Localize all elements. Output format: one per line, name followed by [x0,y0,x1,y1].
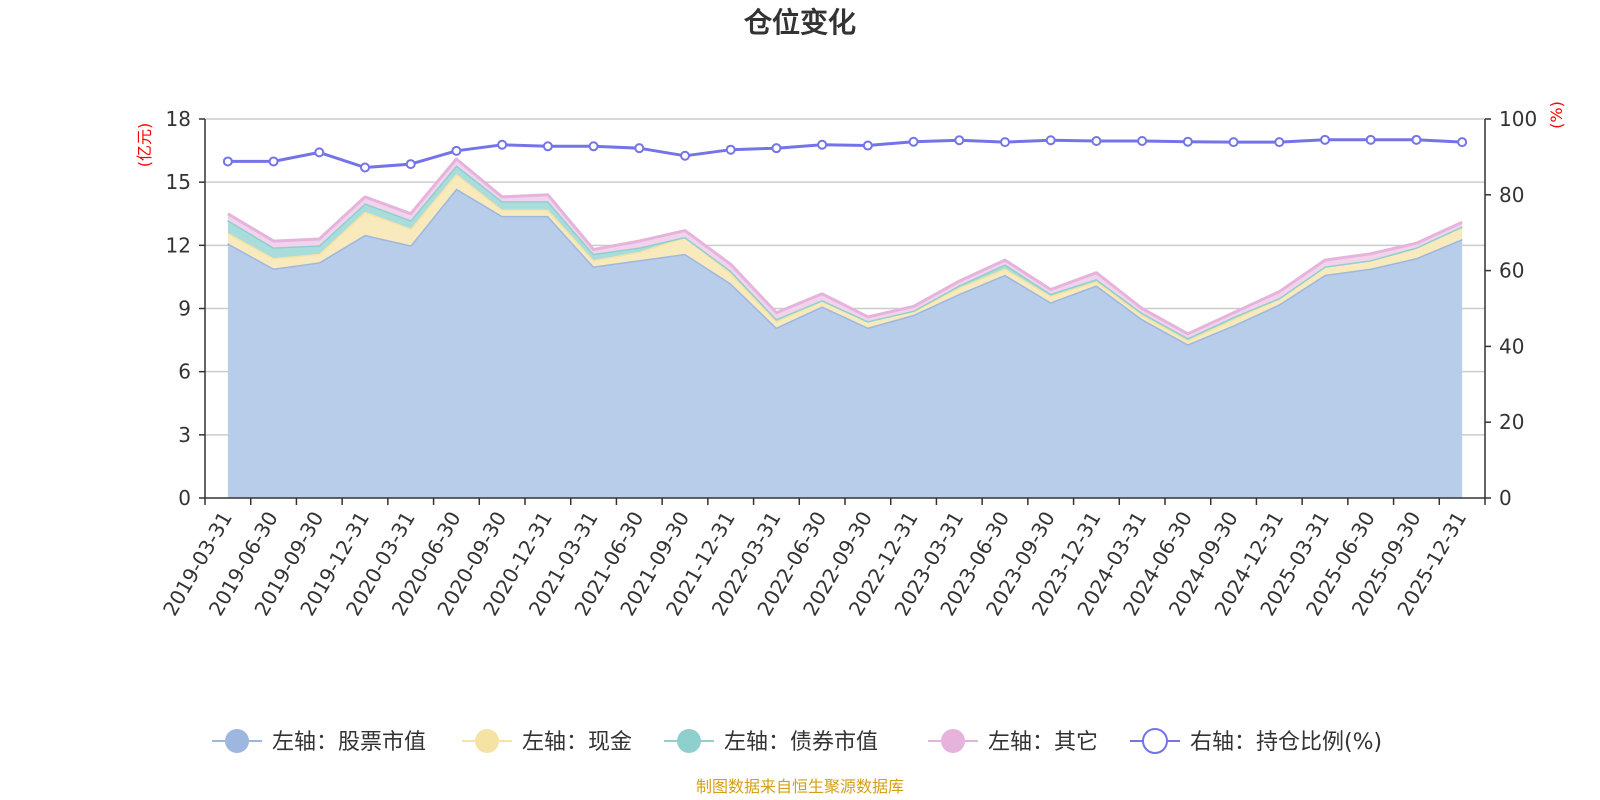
right-axis-tick-label: 60 [1499,259,1524,283]
ratio-point [1320,134,1330,145]
ratio-point [314,147,325,158]
ratio-point [405,159,416,170]
ratio-point [497,139,508,150]
ratio-point [771,143,782,154]
legend-label: 左轴：债券市值 [724,730,878,755]
ratio-point [222,156,233,167]
ratio-line [227,138,1463,169]
ratio-point [680,150,690,161]
legend-label: 右轴：持仓比例(%) [1190,730,1382,755]
left-axis-tick-label: 3 [178,423,191,447]
ratio-point [1182,136,1193,147]
legend-item[interactable]: 右轴：持仓比例(%) [1130,728,1382,755]
area-band [227,188,1463,498]
ratio-point [1365,134,1376,145]
right-axis-unit: (%) [1547,101,1566,129]
left-axis-tick-label: 15 [166,170,191,194]
legend-marker-icon [1142,728,1168,754]
right-axis-tick-label: 20 [1499,410,1524,434]
ratio-point [725,144,736,155]
ratio-point [862,140,873,151]
left-axis-tick-label: 18 [166,107,191,131]
right-axis-tick-label: 0 [1499,486,1512,510]
stacked-areas [227,157,1463,498]
legend-marker-icon [225,729,249,753]
chart-title: 仓位变化 [744,6,856,39]
ratio-point [954,135,965,146]
ratio-point [1411,134,1422,145]
left-axis-tick-label: 6 [178,360,191,384]
right-axis-tick-label: 80 [1499,183,1524,207]
area-top-line [227,157,1463,336]
ratio-point [1137,135,1148,146]
left-axis-tick-label: 12 [166,233,191,257]
source-note: 制图数据来自恒生聚源数据库 [696,777,904,796]
ratio-point [268,156,279,167]
right-axis-tick-label: 100 [1499,107,1537,131]
ratio-point [908,136,919,147]
legend-item[interactable]: 左轴：债券市值 [664,729,878,755]
ratio-point [1228,137,1239,148]
ratio-point [1457,137,1468,148]
left-axis-tick-label: 9 [178,297,191,321]
ratio-point [588,141,599,152]
legend-marker-icon [941,729,965,753]
legend-label: 左轴：现金 [522,730,632,755]
legend-item[interactable]: 左轴：股票市值 [212,729,426,755]
ratio-point [1000,137,1010,148]
ratio-point [360,162,370,173]
ratio-point [817,139,828,150]
left-axis-unit: (亿元) [135,123,154,168]
right-axis-tick-label: 40 [1499,334,1524,358]
legend: 左轴：股票市值 左轴：现金 左轴：债券市值 左轴：其它 右轴：持仓比例(%) [212,728,1382,755]
legend-marker-icon [677,729,701,753]
legend-label: 左轴：股票市值 [272,730,426,755]
legend-item[interactable]: 左轴：现金 [462,729,632,755]
ratio-point [1091,135,1102,146]
holding-ratio-series [222,134,1468,173]
area-band [227,165,1463,341]
ratio-point [634,143,645,154]
legend-marker-icon [475,729,499,753]
ratio-point [542,141,553,152]
ratio-point [451,145,462,156]
legend-item[interactable]: 左轴：其它 [928,729,1098,755]
left-axis-tick-label: 0 [178,486,191,510]
legend-label: 左轴：其它 [988,730,1098,755]
ratio-point [1274,137,1285,148]
ratio-point [1045,135,1056,146]
